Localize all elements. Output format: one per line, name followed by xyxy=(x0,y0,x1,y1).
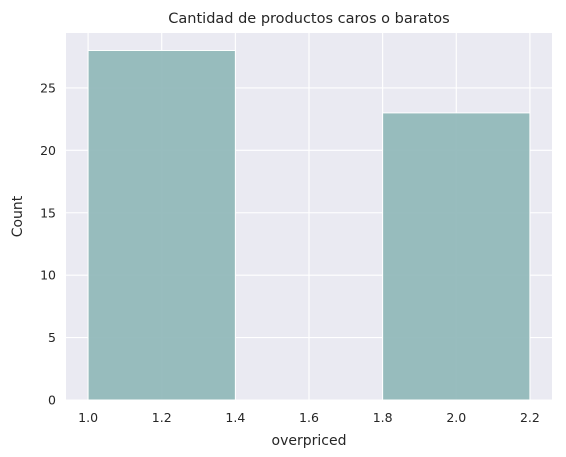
x-tick-label: 1.6 xyxy=(299,410,319,425)
x-tick-labels: 1.0 1.2 1.4 1.6 1.8 2.0 2.2 xyxy=(78,410,540,425)
chart-title: Cantidad de productos caros o baratos xyxy=(168,11,449,27)
y-tick-label: 15 xyxy=(40,205,56,220)
x-tick-label: 1.8 xyxy=(373,410,393,425)
x-tick-label: 2.2 xyxy=(520,410,540,425)
y-axis-label: Count xyxy=(10,195,26,237)
histogram-bar xyxy=(87,49,236,401)
bars xyxy=(87,49,531,401)
x-tick-label: 1.2 xyxy=(152,410,172,425)
y-tick-label: 25 xyxy=(40,80,56,95)
x-tick-label: 1.4 xyxy=(225,410,245,425)
x-tick-label: 2.0 xyxy=(446,410,466,425)
y-tick-label: 0 xyxy=(48,393,56,408)
y-tick-labels: 0 5 10 15 20 25 xyxy=(40,80,56,407)
y-tick-label: 5 xyxy=(48,330,56,345)
histogram-bar xyxy=(382,112,531,401)
x-tick-label: 1.0 xyxy=(78,410,98,425)
x-axis-label: overpriced xyxy=(272,433,347,449)
y-tick-label: 20 xyxy=(40,143,56,158)
y-tick-label: 10 xyxy=(40,268,56,283)
